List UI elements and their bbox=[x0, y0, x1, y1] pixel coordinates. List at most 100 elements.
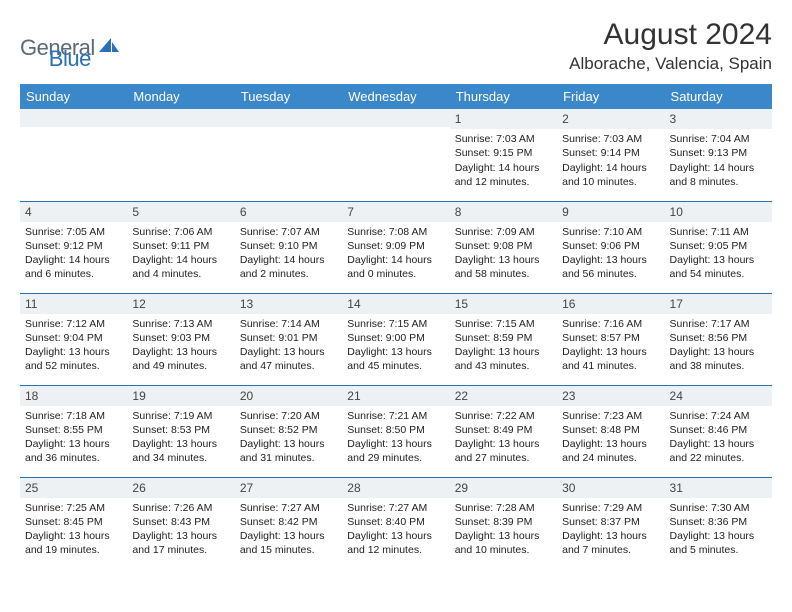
day-number: 13 bbox=[235, 294, 342, 314]
day-daylight2: and 47 minutes. bbox=[240, 359, 337, 373]
day-daylight2: and 54 minutes. bbox=[670, 267, 767, 281]
day-sunrise: Sunrise: 7:24 AM bbox=[670, 409, 767, 423]
weekday-header: Sunday bbox=[20, 84, 127, 109]
day-sunset: Sunset: 9:10 PM bbox=[240, 239, 337, 253]
day-daylight2: and 12 minutes. bbox=[347, 543, 444, 557]
day-daylight2: and 0 minutes. bbox=[347, 267, 444, 281]
day-number: 14 bbox=[342, 294, 449, 314]
day-number: 19 bbox=[127, 386, 234, 406]
calendar-day-cell bbox=[235, 109, 342, 201]
day-daylight1: Daylight: 13 hours bbox=[670, 345, 767, 359]
day-daylight1: Daylight: 13 hours bbox=[25, 345, 122, 359]
day-number: 5 bbox=[127, 202, 234, 222]
day-daylight2: and 5 minutes. bbox=[670, 543, 767, 557]
day-number: 29 bbox=[450, 478, 557, 498]
calendar-table: SundayMondayTuesdayWednesdayThursdayFrid… bbox=[20, 84, 772, 569]
day-sunrise: Sunrise: 7:28 AM bbox=[455, 501, 552, 515]
day-sunset: Sunset: 8:43 PM bbox=[132, 515, 229, 529]
day-sunrise: Sunrise: 7:16 AM bbox=[562, 317, 659, 331]
calendar-day-cell: 7Sunrise: 7:08 AMSunset: 9:09 PMDaylight… bbox=[342, 201, 449, 293]
day-sunrise: Sunrise: 7:06 AM bbox=[132, 225, 229, 239]
day-number: 21 bbox=[342, 386, 449, 406]
day-number: 3 bbox=[665, 109, 772, 129]
logo-text-b: Blue bbox=[49, 46, 91, 72]
day-sunset: Sunset: 8:57 PM bbox=[562, 331, 659, 345]
day-sunset: Sunset: 9:12 PM bbox=[25, 239, 122, 253]
day-daylight2: and 17 minutes. bbox=[132, 543, 229, 557]
day-sunset: Sunset: 8:50 PM bbox=[347, 423, 444, 437]
day-daylight1: Daylight: 13 hours bbox=[347, 345, 444, 359]
day-sunset: Sunset: 9:13 PM bbox=[670, 146, 767, 160]
day-sunrise: Sunrise: 7:12 AM bbox=[25, 317, 122, 331]
day-sunset: Sunset: 8:42 PM bbox=[240, 515, 337, 529]
day-sunrise: Sunrise: 7:10 AM bbox=[562, 225, 659, 239]
day-sunset: Sunset: 8:59 PM bbox=[455, 331, 552, 345]
day-sunset: Sunset: 9:05 PM bbox=[670, 239, 767, 253]
calendar-body: 1Sunrise: 7:03 AMSunset: 9:15 PMDaylight… bbox=[20, 109, 772, 569]
calendar-week-row: 1Sunrise: 7:03 AMSunset: 9:15 PMDaylight… bbox=[20, 109, 772, 201]
day-number: 24 bbox=[665, 386, 772, 406]
day-sunrise: Sunrise: 7:30 AM bbox=[670, 501, 767, 515]
day-number: 10 bbox=[665, 202, 772, 222]
day-number: 11 bbox=[20, 294, 127, 314]
day-daylight2: and 10 minutes. bbox=[562, 175, 659, 189]
day-sunrise: Sunrise: 7:15 AM bbox=[347, 317, 444, 331]
day-sunset: Sunset: 9:09 PM bbox=[347, 239, 444, 253]
day-sunset: Sunset: 8:53 PM bbox=[132, 423, 229, 437]
calendar-day-cell: 17Sunrise: 7:17 AMSunset: 8:56 PMDayligh… bbox=[665, 293, 772, 385]
calendar-week-row: 25Sunrise: 7:25 AMSunset: 8:45 PMDayligh… bbox=[20, 477, 772, 569]
calendar-day-cell: 23Sunrise: 7:23 AMSunset: 8:48 PMDayligh… bbox=[557, 385, 664, 477]
calendar-day-cell: 3Sunrise: 7:04 AMSunset: 9:13 PMDaylight… bbox=[665, 109, 772, 201]
day-daylight2: and 34 minutes. bbox=[132, 451, 229, 465]
day-number: 16 bbox=[557, 294, 664, 314]
day-daylight1: Daylight: 14 hours bbox=[25, 253, 122, 267]
day-sunset: Sunset: 8:36 PM bbox=[670, 515, 767, 529]
calendar-day-cell: 28Sunrise: 7:27 AMSunset: 8:40 PMDayligh… bbox=[342, 477, 449, 569]
day-daylight1: Daylight: 13 hours bbox=[132, 345, 229, 359]
day-number: 17 bbox=[665, 294, 772, 314]
day-sunset: Sunset: 9:08 PM bbox=[455, 239, 552, 253]
day-sunset: Sunset: 8:48 PM bbox=[562, 423, 659, 437]
calendar-day-cell: 25Sunrise: 7:25 AMSunset: 8:45 PMDayligh… bbox=[20, 477, 127, 569]
day-sunrise: Sunrise: 7:22 AM bbox=[455, 409, 552, 423]
calendar-day-cell: 11Sunrise: 7:12 AMSunset: 9:04 PMDayligh… bbox=[20, 293, 127, 385]
day-number: 9 bbox=[557, 202, 664, 222]
calendar-day-cell: 15Sunrise: 7:15 AMSunset: 8:59 PMDayligh… bbox=[450, 293, 557, 385]
day-sunset: Sunset: 8:56 PM bbox=[670, 331, 767, 345]
day-daylight2: and 24 minutes. bbox=[562, 451, 659, 465]
day-daylight2: and 43 minutes. bbox=[455, 359, 552, 373]
day-daylight2: and 31 minutes. bbox=[240, 451, 337, 465]
day-daylight2: and 8 minutes. bbox=[670, 175, 767, 189]
day-daylight2: and 56 minutes. bbox=[562, 267, 659, 281]
day-sunset: Sunset: 9:11 PM bbox=[132, 239, 229, 253]
day-sunrise: Sunrise: 7:11 AM bbox=[670, 225, 767, 239]
day-daylight1: Daylight: 13 hours bbox=[455, 345, 552, 359]
empty-day bbox=[127, 109, 234, 127]
calendar-day-cell: 26Sunrise: 7:26 AMSunset: 8:43 PMDayligh… bbox=[127, 477, 234, 569]
weekday-header: Friday bbox=[557, 84, 664, 109]
calendar-week-row: 11Sunrise: 7:12 AMSunset: 9:04 PMDayligh… bbox=[20, 293, 772, 385]
calendar-day-cell: 2Sunrise: 7:03 AMSunset: 9:14 PMDaylight… bbox=[557, 109, 664, 201]
title-block: August 2024 Alborache, Valencia, Spain bbox=[569, 18, 772, 74]
day-number: 20 bbox=[235, 386, 342, 406]
day-daylight2: and 4 minutes. bbox=[132, 267, 229, 281]
day-daylight1: Daylight: 13 hours bbox=[455, 529, 552, 543]
day-sunset: Sunset: 8:37 PM bbox=[562, 515, 659, 529]
day-number: 7 bbox=[342, 202, 449, 222]
calendar-day-cell: 21Sunrise: 7:21 AMSunset: 8:50 PMDayligh… bbox=[342, 385, 449, 477]
day-daylight1: Daylight: 13 hours bbox=[240, 437, 337, 451]
day-number: 23 bbox=[557, 386, 664, 406]
day-daylight2: and 15 minutes. bbox=[240, 543, 337, 557]
day-number: 6 bbox=[235, 202, 342, 222]
day-daylight1: Daylight: 13 hours bbox=[240, 345, 337, 359]
day-daylight2: and 41 minutes. bbox=[562, 359, 659, 373]
day-daylight1: Daylight: 13 hours bbox=[25, 529, 122, 543]
day-daylight1: Daylight: 13 hours bbox=[670, 253, 767, 267]
day-sunrise: Sunrise: 7:20 AM bbox=[240, 409, 337, 423]
day-daylight2: and 27 minutes. bbox=[455, 451, 552, 465]
day-sunrise: Sunrise: 7:29 AM bbox=[562, 501, 659, 515]
day-number: 31 bbox=[665, 478, 772, 498]
weekday-header: Monday bbox=[127, 84, 234, 109]
day-daylight1: Daylight: 13 hours bbox=[670, 437, 767, 451]
calendar-day-cell: 22Sunrise: 7:22 AMSunset: 8:49 PMDayligh… bbox=[450, 385, 557, 477]
